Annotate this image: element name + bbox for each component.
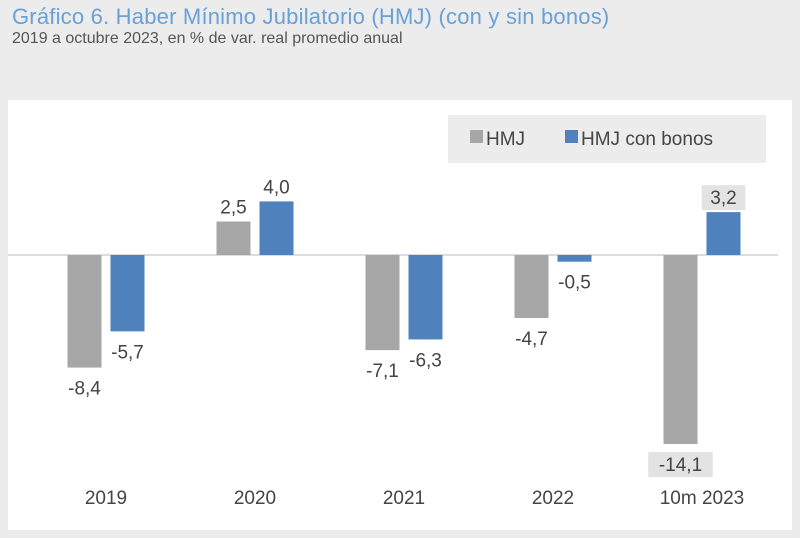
data-label-hmj-con-bonos-2020: 4,0: [263, 177, 289, 198]
bar-hmj-2019: [67, 255, 102, 368]
x-tick-label-2020: 2020: [234, 488, 276, 509]
bar-hmj-con-bonos-2020: [259, 201, 294, 255]
bar-hmj-2021: [365, 255, 400, 351]
bar-hmj-con-bonos-2019: [110, 255, 145, 332]
bar-hmj-con-bonos-2021: [408, 255, 443, 340]
chart-subtitle: 2019 a octubre 2023, en % de var. real p…: [12, 30, 403, 47]
data-label-hmj-con-bonos-10m-2023-bg: [701, 185, 746, 211]
bar-hmj-10m-2023: [663, 255, 698, 444]
bar-hmj-con-bonos-2022: [557, 255, 592, 262]
data-label-hmj-2020: 2,5: [220, 198, 246, 219]
legend-swatch-hmj: [470, 130, 483, 143]
data-label-hmj-2022: -4,7: [515, 329, 548, 350]
chart-panel: -8,4 2,5 -7,1 -4,7 -14,1 -5,7 4,0 -6,3 -0,5 3,2 20…: [8, 100, 792, 530]
x-tick-label-2021: 2021: [383, 488, 425, 509]
data-label-hmj-con-bonos-10m-2023: 3,2: [710, 188, 736, 209]
bar-hmj-2022: [514, 255, 549, 318]
x-tick-label-2019: 2019: [85, 488, 127, 509]
data-label-hmj-2021: -7,1: [366, 361, 399, 382]
bar-hmj-2020: [216, 221, 251, 255]
chart-title: Gráfico 6. Haber Mínimo Jubilatorio (HMJ…: [12, 4, 610, 29]
legend-label-hmj: HMJ: [486, 129, 525, 150]
bar-hmj-con-bonos-10m-2023: [706, 212, 741, 255]
data-label-hmj-con-bonos-2019: -5,7: [111, 342, 144, 363]
data-label-hmj-2019: -8,4: [68, 379, 101, 400]
data-label-hmj-con-bonos-2021: -6,3: [409, 350, 442, 371]
data-label-hmj-10m-2023-bg: [648, 451, 713, 477]
x-tick-label-10m-2023: 10m 2023: [660, 488, 745, 509]
x-tick-label-2022: 2022: [532, 488, 574, 509]
data-label-hmj-con-bonos-2022: -0,5: [558, 273, 591, 294]
legend-label-hmj-con-bonos: HMJ con bonos: [581, 129, 713, 150]
data-label-hmj-10m-2023: -14,1: [659, 455, 702, 476]
legend-box: [448, 115, 766, 163]
bar-chart: -8,4 2,5 -7,1 -4,7 -14,1 -5,7 4,0 -6,3 -0,5 3,2 20…: [8, 115, 778, 509]
legend-swatch-hmj-con-bonos: [565, 130, 578, 143]
